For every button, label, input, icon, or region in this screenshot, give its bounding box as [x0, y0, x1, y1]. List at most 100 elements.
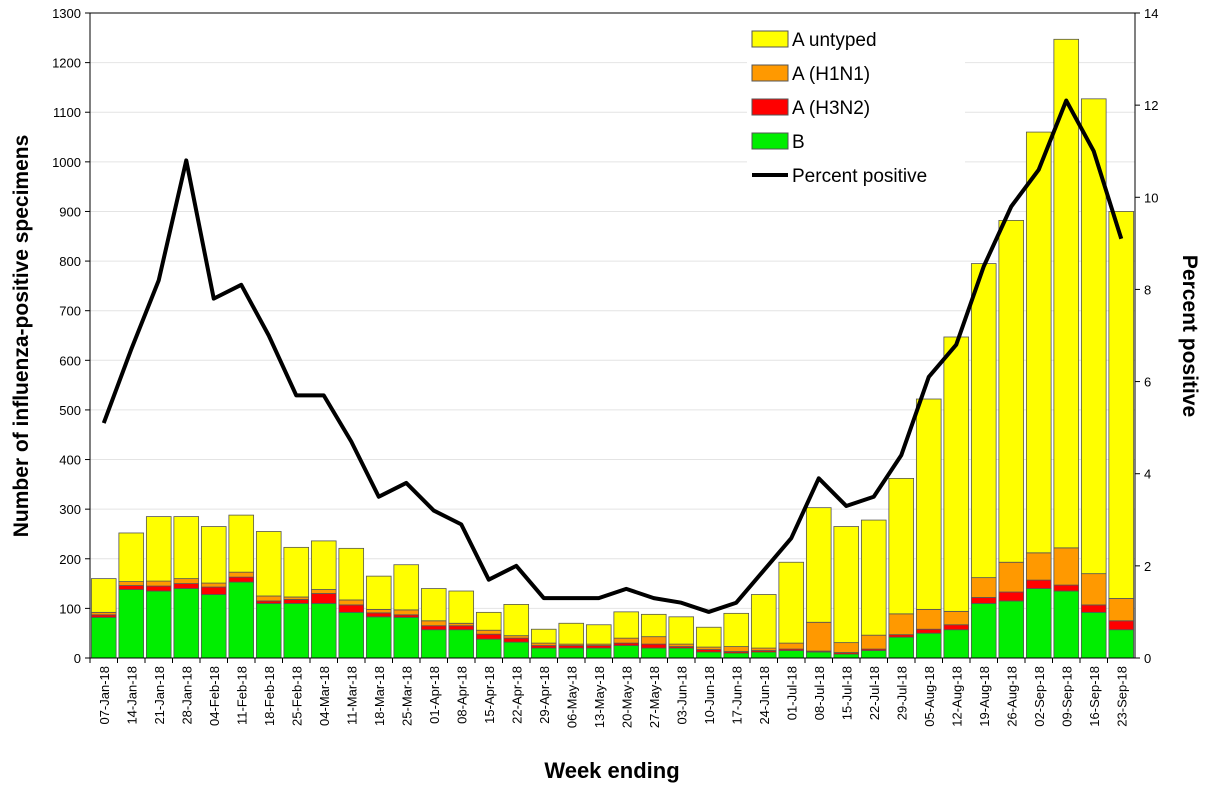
bar-segment	[833, 526, 860, 644]
bar-segment	[365, 575, 392, 610]
bar-segment	[255, 531, 282, 597]
line	[101, 98, 1124, 614]
bar-segment	[888, 613, 915, 636]
bar-segment	[970, 597, 997, 604]
bar-segment	[970, 263, 997, 579]
bar-segment	[640, 636, 667, 645]
bar-segment	[173, 516, 200, 580]
bar-segment	[943, 629, 970, 659]
bar-segment	[1108, 629, 1135, 659]
x-tick-label: 25-Feb-18	[289, 666, 304, 726]
bar-segment	[915, 632, 942, 659]
bar-segment	[640, 647, 667, 659]
bar-segment	[228, 514, 255, 573]
bar-segment	[998, 591, 1025, 602]
x-tick-label: 13-May-18	[592, 666, 607, 728]
x-tick-label: 10-Jun-18	[702, 666, 717, 725]
y-tick-label: 1200	[52, 56, 81, 71]
bar-segment	[145, 580, 172, 587]
legend-swatch	[751, 64, 789, 82]
bar-segment	[943, 610, 970, 626]
bar-segment	[723, 652, 750, 659]
y-axis-label: Number of influenza-positive specimens	[10, 135, 33, 538]
bar-segment	[1080, 611, 1107, 659]
x-tick-label: 26-Aug-18	[1004, 666, 1019, 727]
bar-segment	[640, 643, 667, 649]
bar-segment	[393, 616, 420, 659]
bar-segment	[475, 638, 502, 659]
bar-segment	[1053, 547, 1080, 586]
bar-segment	[448, 629, 475, 659]
bar-segment	[310, 593, 337, 604]
x-tick-label: 02-Sep-18	[1032, 666, 1047, 727]
bar-segment	[860, 650, 887, 659]
bar-segment	[915, 398, 942, 610]
x-tick-label: 14-Jan-18	[124, 666, 139, 725]
y-tick-label: 400	[59, 453, 81, 468]
bar-segment	[145, 516, 172, 582]
bar-segment	[1053, 590, 1080, 659]
bar-segment	[750, 651, 777, 659]
bar-segment	[118, 589, 145, 659]
x-tick-label: 11-Mar-18	[344, 666, 359, 725]
bar-segment	[998, 600, 1025, 659]
bar-segment	[805, 651, 832, 659]
bar-segment	[805, 621, 832, 652]
legend-swatch	[751, 30, 789, 48]
x-tick-label: 03-Jun-18	[674, 666, 689, 725]
bar-segment	[888, 477, 915, 615]
bar-segment	[833, 653, 860, 659]
y-tick-label: 1000	[52, 155, 81, 170]
x-tick-label: 22-Jul-18	[867, 666, 882, 720]
bar-segment	[1108, 598, 1135, 622]
bar-segment	[145, 590, 172, 659]
bar-segment	[970, 577, 997, 598]
plot-border	[89, 12, 1136, 659]
y2-tick-label: 12	[1144, 98, 1158, 113]
bar-segment	[750, 594, 777, 649]
y-tick-label: 1300	[52, 6, 81, 21]
y-tick-label: 300	[59, 502, 81, 517]
bar-segment	[503, 637, 530, 643]
x-tick-label: 01-Jul-18	[784, 666, 799, 720]
bar-segment	[1108, 620, 1135, 631]
x-tick-label: 05-Aug-18	[922, 666, 937, 727]
x-tick-label: 25-Mar-18	[399, 666, 414, 726]
bar-segment	[998, 561, 1025, 593]
bar-segment	[420, 625, 447, 631]
x-tick-label: 09-Sep-18	[1059, 666, 1074, 727]
y-tick-label: 800	[59, 254, 81, 269]
bar-segment	[668, 616, 695, 645]
x-tick-label: 06-May-18	[564, 666, 579, 728]
bar-segment	[1025, 131, 1052, 554]
y2-tick-label: 2	[1144, 559, 1151, 574]
bar-segment	[943, 336, 970, 612]
x-tick-label: 29-Jul-18	[894, 666, 909, 720]
legend-label: A untyped	[792, 30, 877, 51]
bar-segment	[145, 585, 172, 592]
bar-segment	[173, 588, 200, 659]
x-tick-label: 29-Apr-18	[537, 666, 552, 724]
y2-tick-label: 10	[1144, 190, 1158, 205]
bar-segment	[228, 581, 255, 659]
bar-segment	[1025, 552, 1052, 581]
y-tick-label: 500	[59, 403, 81, 418]
bar-segment	[1080, 604, 1107, 613]
bar-segment	[420, 620, 447, 627]
x-tick-label: 22-Apr-18	[509, 666, 524, 724]
bar-segment	[365, 616, 392, 659]
bar-segment	[283, 599, 310, 604]
bar-segment	[393, 564, 420, 611]
bar-segment	[475, 611, 502, 631]
y2-tick-label: 14	[1144, 6, 1158, 21]
bar-segment	[723, 612, 750, 647]
bar-segment	[778, 650, 805, 659]
x-tick-label: 27-May-18	[647, 666, 662, 728]
bar-segment	[998, 219, 1025, 563]
bar-segment	[255, 603, 282, 659]
bar-segment	[1025, 579, 1052, 589]
bar-segment	[778, 642, 805, 650]
bar-segment	[200, 526, 227, 584]
